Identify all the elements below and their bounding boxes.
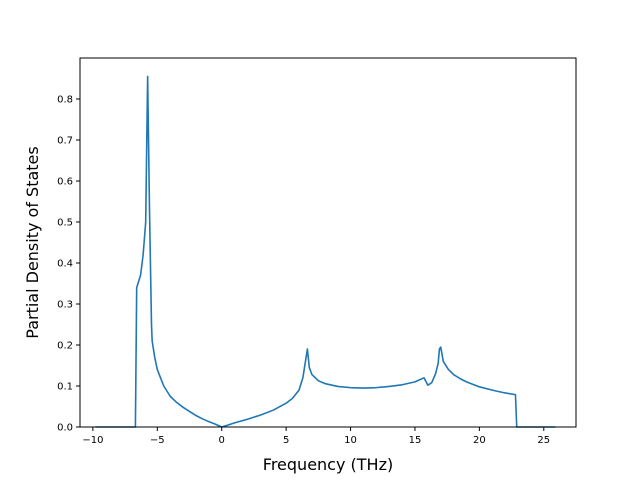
y-tick-label: 0.0 <box>57 423 73 434</box>
plot-area-frame <box>79 57 577 428</box>
y-tick-label: 0.2 <box>57 341 73 352</box>
y-tick-label: 0.7 <box>57 136 73 147</box>
x-tick-label: 25 <box>537 435 550 446</box>
x-tick-label: 5 <box>283 435 289 446</box>
x-tick-label: 10 <box>344 435 357 446</box>
y-axis-ticks: 0.0 0.1 0.2 0.3 0.4 0.5 0.6 0.7 0.8 <box>57 95 80 434</box>
x-tick-label: 20 <box>473 435 486 446</box>
y-tick-label: 0.6 <box>57 177 73 188</box>
y-axis-label: Partial Density of States <box>23 146 42 338</box>
x-tick-label: −5 <box>150 435 165 446</box>
y-tick-label: 0.3 <box>57 300 73 311</box>
series-line <box>95 75 556 428</box>
x-tick-label: 15 <box>409 435 422 446</box>
y-tick-label: 0.4 <box>57 259 73 270</box>
x-axis-ticks: −10 −5 0 5 10 15 20 25 <box>82 427 550 446</box>
x-tick-label: −10 <box>82 435 103 446</box>
y-tick-label: 0.5 <box>57 218 73 229</box>
x-axis-label: Frequency (THz) <box>263 455 393 474</box>
series-layer <box>95 75 556 428</box>
x-tick-label: 0 <box>219 435 225 446</box>
y-tick-label: 0.1 <box>57 382 73 393</box>
y-tick-label: 0.8 <box>57 95 73 106</box>
